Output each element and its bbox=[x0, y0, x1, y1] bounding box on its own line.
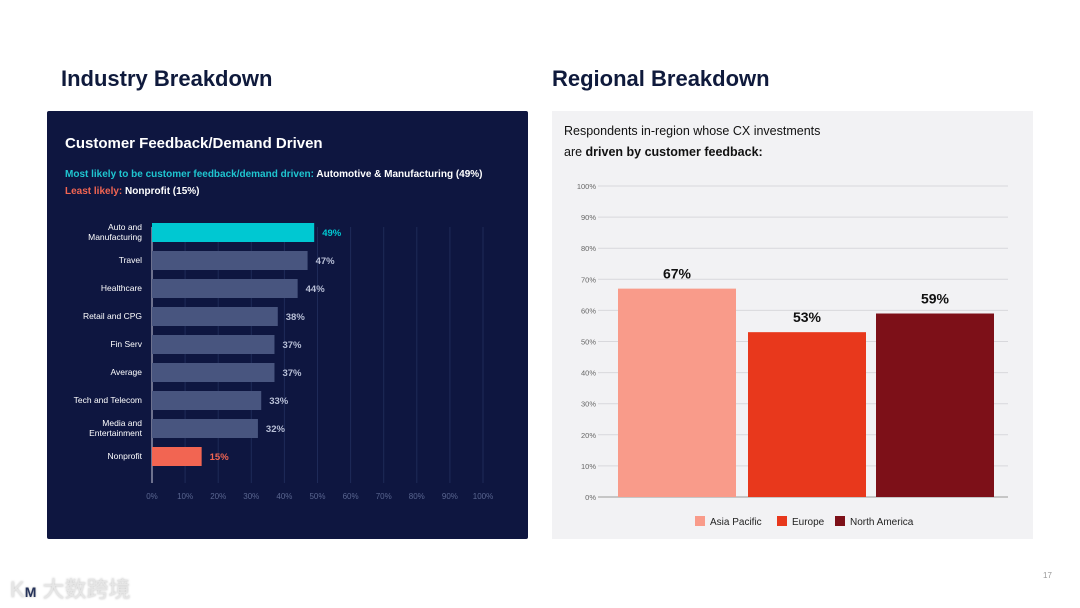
data-label: 59% bbox=[921, 291, 950, 307]
least-likely: Least likely: Nonprofit (15%) bbox=[65, 186, 200, 197]
category-label: Nonprofit bbox=[108, 451, 143, 461]
data-label: 67% bbox=[663, 266, 692, 282]
category-label: Retail and CPG bbox=[83, 311, 142, 321]
industry-chart: 0% 10% 20% 30% 40% 50% 60% 70% 80% 90% 100% 49% Auto… bbox=[74, 222, 494, 501]
regional-panel: Respondents in-region whose CX investmen… bbox=[552, 111, 1033, 539]
data-label: 15% bbox=[210, 452, 230, 463]
bar bbox=[618, 288, 736, 497]
page-number: 17 bbox=[1043, 571, 1052, 580]
bar bbox=[152, 391, 262, 410]
y-tick-label: 10% bbox=[581, 462, 596, 471]
x-tick-label: 80% bbox=[409, 492, 425, 501]
legend-swatch bbox=[695, 516, 705, 526]
category-label: Healthcare bbox=[101, 283, 142, 293]
bar bbox=[152, 335, 275, 354]
y-tick-label: 20% bbox=[581, 431, 596, 440]
category-label: Manufacturing bbox=[88, 232, 142, 242]
y-tick-label: 80% bbox=[581, 244, 596, 253]
category-label: Media and bbox=[102, 418, 142, 428]
y-tick-label: 0% bbox=[585, 493, 596, 502]
legend-label: North America bbox=[850, 517, 914, 528]
regional-heading: Regional Breakdown bbox=[552, 66, 770, 91]
x-tick-label: 60% bbox=[343, 492, 359, 501]
legend-label: Asia Pacific bbox=[710, 517, 762, 528]
x-tick-label: 10% bbox=[177, 492, 193, 501]
subtitle-line-1: Respondents in-region whose CX investmen… bbox=[564, 124, 821, 138]
data-label: 49% bbox=[322, 228, 342, 239]
x-tick-label: 40% bbox=[276, 492, 292, 501]
x-tick-label: 0% bbox=[146, 492, 158, 501]
y-tick-label: 100% bbox=[577, 182, 597, 191]
bar bbox=[152, 447, 202, 466]
panel-title: Customer Feedback/Demand Driven bbox=[65, 135, 323, 152]
legend-label: Europe bbox=[792, 517, 825, 528]
bar bbox=[152, 363, 275, 382]
data-label: 37% bbox=[282, 368, 302, 379]
legend-swatch bbox=[835, 516, 845, 526]
bar bbox=[152, 419, 258, 438]
bar bbox=[876, 313, 994, 497]
data-label: 47% bbox=[316, 256, 336, 267]
watermark-logo: KM 大数跨境 bbox=[10, 577, 131, 602]
bar bbox=[152, 251, 308, 270]
y-tick-label: 60% bbox=[581, 306, 596, 315]
x-tick-label: 70% bbox=[376, 492, 392, 501]
category-label: Average bbox=[110, 367, 142, 377]
y-tick-label: 90% bbox=[581, 213, 596, 222]
category-label: Auto and bbox=[108, 222, 142, 232]
data-label: 38% bbox=[286, 312, 306, 323]
least-value: Nonprofit (15%) bbox=[125, 186, 200, 197]
data-label: 44% bbox=[306, 284, 326, 295]
most-label: Most likely to be customer feedback/dema… bbox=[65, 169, 314, 180]
data-label: 33% bbox=[269, 396, 289, 407]
subtitle-2b: driven by customer feedback: bbox=[585, 145, 763, 159]
industry-heading: Industry Breakdown bbox=[61, 66, 273, 91]
y-tick-label: 30% bbox=[581, 400, 596, 409]
data-label: 53% bbox=[793, 309, 822, 325]
bar bbox=[748, 332, 866, 497]
category-label: Tech and Telecom bbox=[74, 395, 142, 405]
y-tick-label: 40% bbox=[581, 369, 596, 378]
bar bbox=[152, 279, 298, 298]
x-tick-label: 30% bbox=[243, 492, 259, 501]
least-label: Least likely: bbox=[65, 186, 123, 197]
subtitle-2a: are bbox=[564, 145, 586, 159]
subtitle-line-2: are driven by customer feedback: bbox=[564, 145, 763, 159]
x-tick-label: 100% bbox=[473, 492, 493, 501]
y-tick-label: 50% bbox=[581, 338, 596, 347]
data-label: 32% bbox=[266, 424, 286, 435]
x-tick-label: 90% bbox=[442, 492, 458, 501]
most-value: Automotive & Manufacturing (49%) bbox=[316, 169, 483, 180]
bar bbox=[152, 223, 315, 242]
industry-panel: Customer Feedback/Demand Driven Most lik… bbox=[47, 111, 528, 539]
legend-swatch bbox=[777, 516, 787, 526]
regional-chart: 0% 10% 20% 30% 40% 50% 60% 70% 80% 90% 100% 67% 53% 5… bbox=[577, 182, 1008, 528]
category-label: Travel bbox=[119, 255, 142, 265]
bar bbox=[152, 307, 278, 326]
category-label: Fin Serv bbox=[110, 339, 142, 349]
category-label: Entertainment bbox=[89, 428, 143, 438]
y-tick-label: 70% bbox=[581, 275, 596, 284]
most-likely: Most likely to be customer feedback/dema… bbox=[65, 169, 483, 180]
x-tick-label: 20% bbox=[210, 492, 226, 501]
x-tick-label: 50% bbox=[309, 492, 325, 501]
data-label: 37% bbox=[282, 340, 302, 351]
